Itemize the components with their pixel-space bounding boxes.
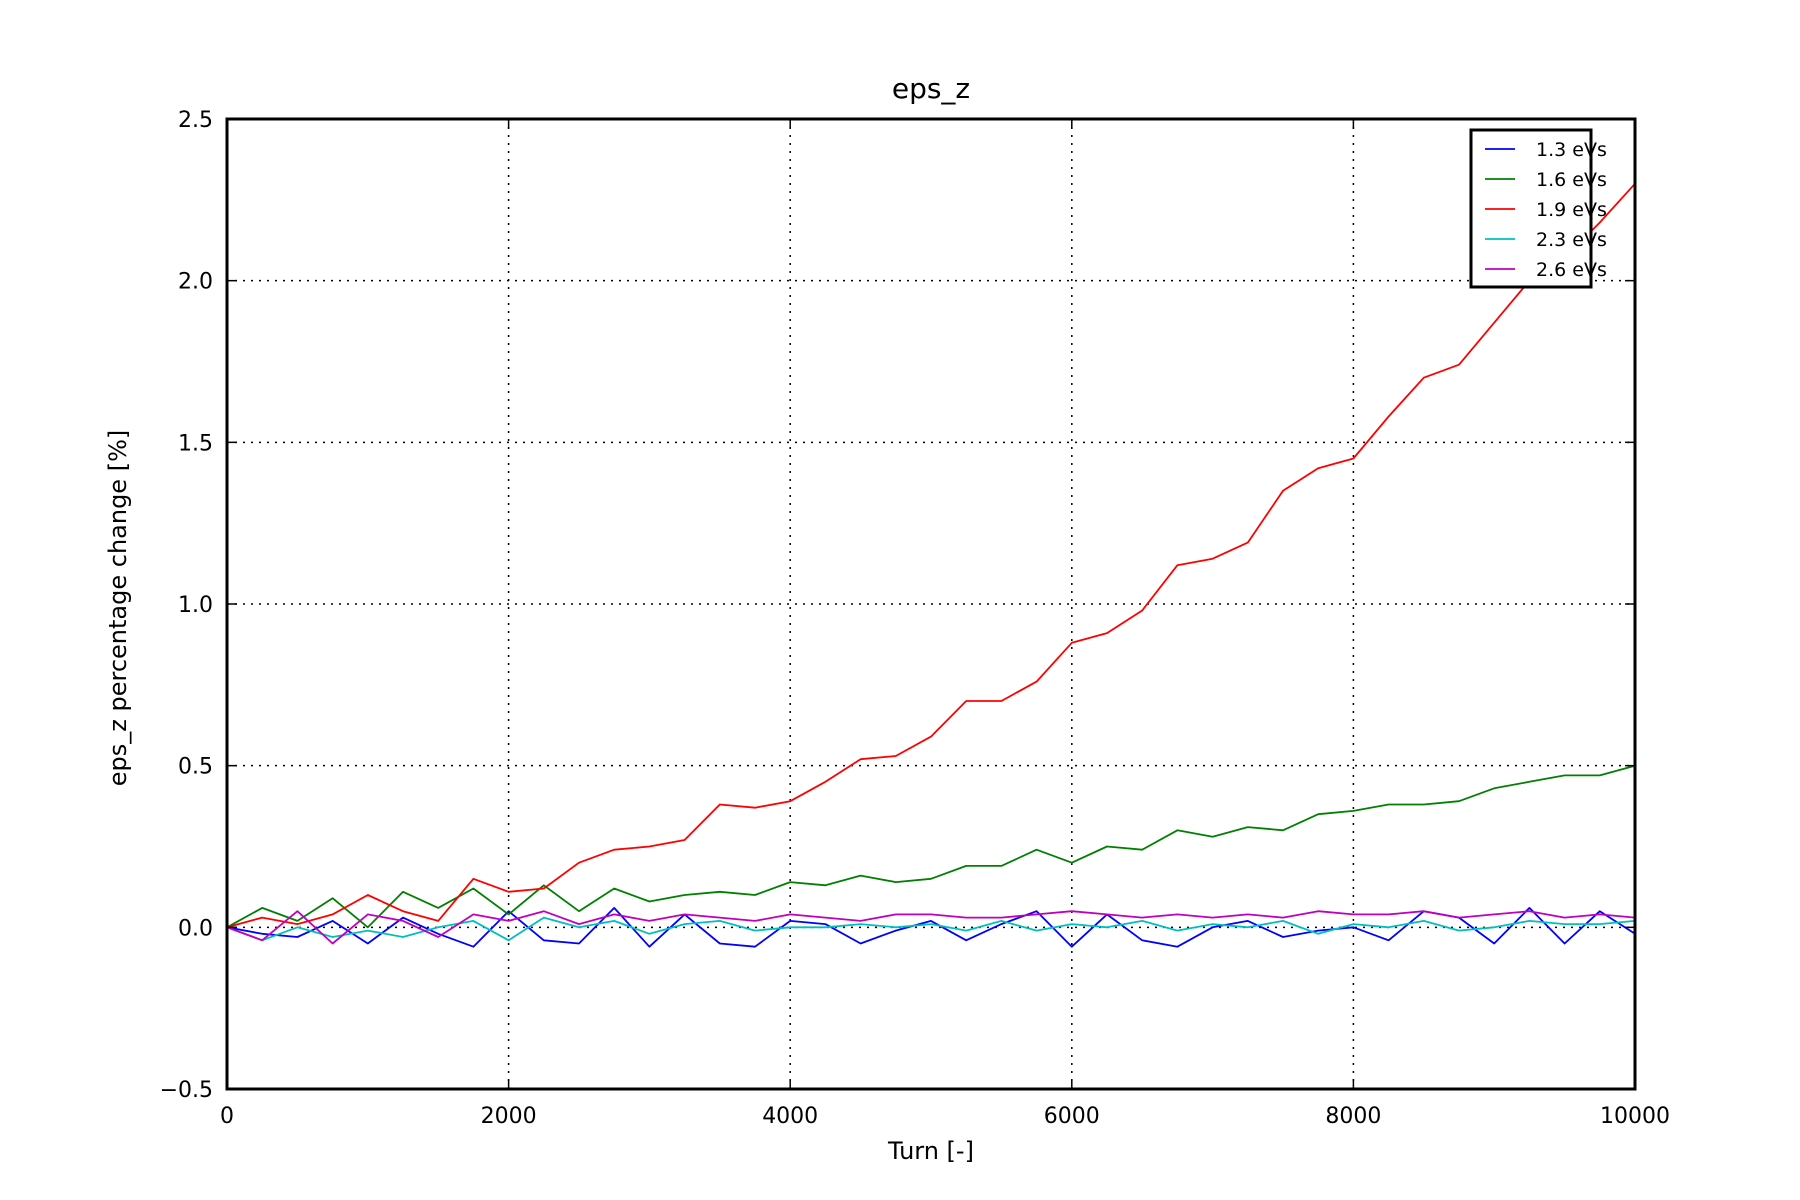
x-tick-label: 2000 — [481, 1104, 537, 1129]
y-tick-label: 2.0 — [178, 270, 213, 295]
grid-lines — [227, 119, 1635, 1089]
legend-box — [1469, 128, 1593, 289]
y-tick-label: 0.5 — [178, 755, 213, 780]
series-line-2-3-evs — [226, 916, 1636, 942]
series-lines — [226, 183, 1636, 948]
y-tick-label: 2.5 — [178, 108, 213, 133]
series-line-1-6-evs — [226, 764, 1636, 929]
x-tick-label: 8000 — [1325, 1104, 1381, 1129]
legend-entry-label: 1.9 eVs — [1536, 199, 1607, 221]
x-tick-label: 6000 — [1044, 1104, 1100, 1129]
x-axis-label: Turn [-] — [887, 1137, 974, 1165]
legend: 1.3 eVs 1.6 eVs 1.9 eVs 2.3 eVs 2.6 eVs — [1469, 128, 1607, 289]
legend-entry-label: 1.3 eVs — [1536, 139, 1607, 161]
legend-entry-label: 1.6 eVs — [1536, 169, 1607, 191]
x-tick-label: 0 — [220, 1104, 234, 1129]
y-tick-label: 0.0 — [178, 916, 213, 941]
legend-entry-label: 2.6 eVs — [1536, 259, 1607, 281]
chart-title: eps_z — [892, 72, 970, 105]
y-tick-label: 1.0 — [178, 593, 213, 618]
x-tick-label: 4000 — [762, 1104, 818, 1129]
plot-frame — [225, 117, 1637, 1091]
y-axis-label: eps_z percentage change [%] — [104, 430, 132, 786]
legend-entry-label: 2.3 eVs — [1536, 229, 1607, 251]
series-line-1-3-evs — [226, 907, 1636, 948]
y-tick-label: 1.5 — [178, 431, 213, 456]
axis-ticks: 0 2000 4000 6000 8000 10000 −0.5 0.0 0.5 1.0 1.5 2.… — [160, 108, 1670, 1129]
series-line-1-9-evs — [226, 183, 1636, 929]
x-tick-label: 10000 — [1600, 1104, 1670, 1129]
series-line-2-6-evs — [226, 910, 1636, 945]
y-tick-label: −0.5 — [160, 1078, 213, 1103]
